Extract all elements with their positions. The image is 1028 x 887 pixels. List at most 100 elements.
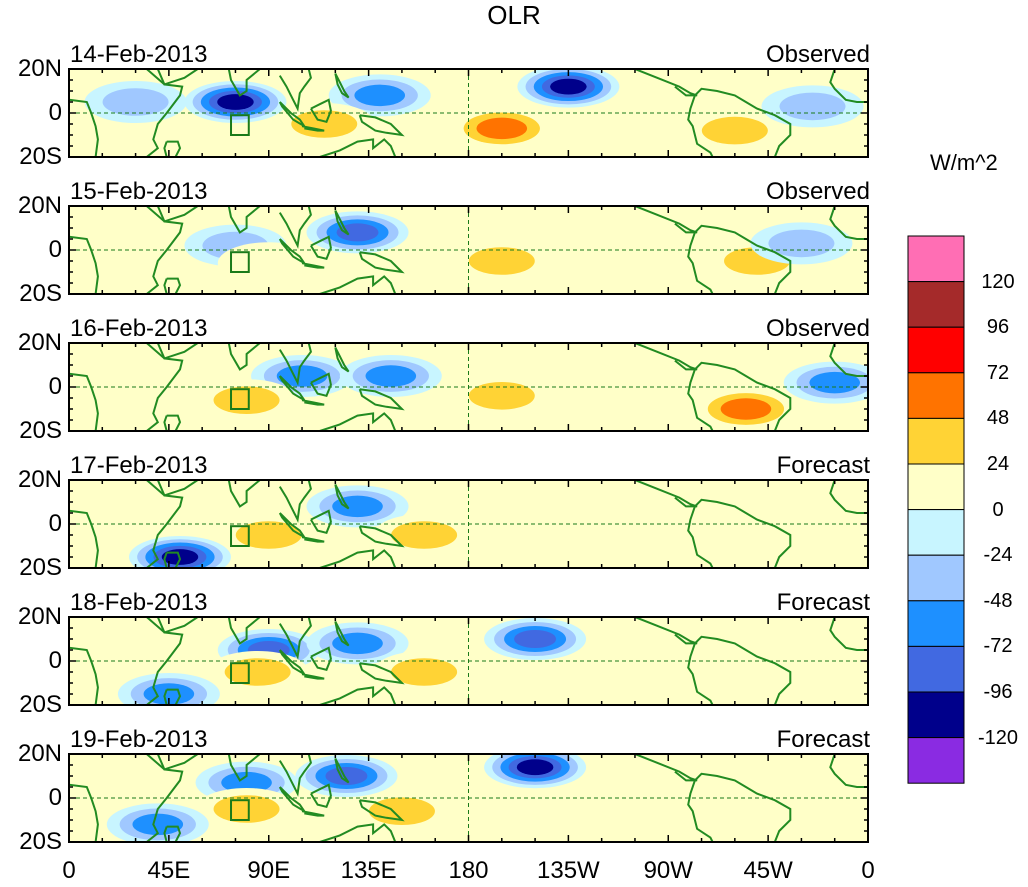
coastline (278, 480, 312, 523)
coastline (319, 823, 397, 842)
coastline (310, 646, 332, 671)
colorbar-swatch (907, 645, 965, 693)
colorbar-label: 96 (986, 316, 1010, 339)
coastline (334, 620, 350, 647)
coastline (146, 617, 184, 705)
coastline (829, 343, 868, 377)
coastline (278, 343, 312, 386)
coastline (278, 206, 312, 249)
positive-anomaly-contour (706, 518, 809, 561)
coastline (334, 346, 350, 373)
coastline (829, 754, 868, 788)
coastline (146, 617, 199, 634)
coastline (694, 498, 792, 568)
coastline (634, 206, 698, 234)
coastline (358, 799, 405, 822)
coastline (146, 480, 199, 497)
coastline (687, 780, 714, 842)
coastline (334, 483, 350, 510)
region-box (230, 799, 250, 822)
coastline (146, 754, 184, 842)
coastline (163, 551, 182, 568)
lon-tick-label: 90W (643, 857, 693, 884)
coastline (69, 98, 99, 157)
map-panel (68, 68, 869, 158)
coastline (334, 757, 350, 784)
colorbar-swatch (907, 600, 965, 647)
coastline (334, 72, 350, 99)
coastline (694, 772, 792, 842)
map-panel (68, 616, 869, 706)
coastline (310, 98, 332, 123)
negative-anomaly-contour (332, 632, 383, 655)
colorbar-label: -120 (977, 726, 1019, 749)
map-panel (68, 753, 869, 843)
coastline (215, 617, 261, 645)
coastline (278, 617, 312, 660)
lon-tick-label: 45W (743, 857, 793, 884)
positive-anomaly-contour (291, 110, 358, 138)
coastline (694, 224, 792, 294)
coastline (215, 69, 261, 97)
colorbar-label: -72 (983, 635, 1013, 658)
coastline (694, 635, 792, 705)
negative-anomaly-contour (779, 92, 846, 121)
coastline (358, 114, 405, 137)
lon-tick-label: 0 (861, 857, 875, 884)
region-box (230, 251, 250, 273)
negative-anomaly-contour (354, 84, 406, 107)
coastline (829, 69, 868, 103)
units-label: W/m^2 (930, 150, 998, 175)
chart-title: OLR (487, 0, 541, 30)
coastline (358, 388, 405, 411)
coastline (146, 343, 184, 431)
coastline (319, 275, 397, 294)
colorbar-swatch (907, 691, 965, 739)
coastline (334, 209, 350, 236)
coastline (829, 617, 868, 651)
colorbar-label: -96 (983, 681, 1013, 703)
positive-anomaly-contour (235, 521, 302, 549)
colorbar-label: 48 (986, 407, 1010, 430)
negative-anomaly-contour (217, 94, 254, 110)
colorbar-swatch (907, 281, 965, 328)
region-box (230, 388, 250, 411)
negative-anomaly-contour (336, 223, 379, 242)
map-panel (68, 205, 869, 295)
colorbar-swatch (907, 554, 965, 602)
coastline (163, 140, 182, 157)
coastline (301, 536, 325, 543)
coastline (634, 617, 698, 645)
coastline (687, 95, 714, 157)
coastline (163, 277, 182, 294)
positive-anomaly-contour (720, 398, 772, 420)
coastline (146, 754, 199, 771)
coastline (301, 125, 325, 132)
coastline (301, 810, 325, 817)
coastline (634, 343, 698, 371)
coastline (146, 69, 199, 86)
lon-tick-label: 135E (340, 857, 397, 884)
colorbar-label: 72 (986, 361, 1010, 384)
positive-anomaly-contour (701, 116, 768, 145)
coastline (310, 235, 332, 260)
coastline (69, 235, 99, 294)
negative-anomaly-contour (102, 88, 169, 116)
colorbar-swatch (907, 372, 965, 419)
region-box (230, 114, 250, 136)
coastline (634, 754, 698, 782)
coastline (319, 412, 397, 431)
colorbar-label: 120 (981, 270, 1015, 293)
colorbar-swatch (907, 509, 965, 556)
region-box (230, 525, 250, 548)
coastline (146, 343, 199, 360)
coastline (694, 87, 792, 157)
coastline (215, 754, 261, 782)
coastline (687, 643, 714, 705)
coastline (163, 825, 182, 842)
coastline (278, 69, 312, 112)
negative-anomaly-contour (514, 630, 557, 648)
colorbar-swatch (907, 463, 965, 511)
coastline (634, 480, 698, 508)
